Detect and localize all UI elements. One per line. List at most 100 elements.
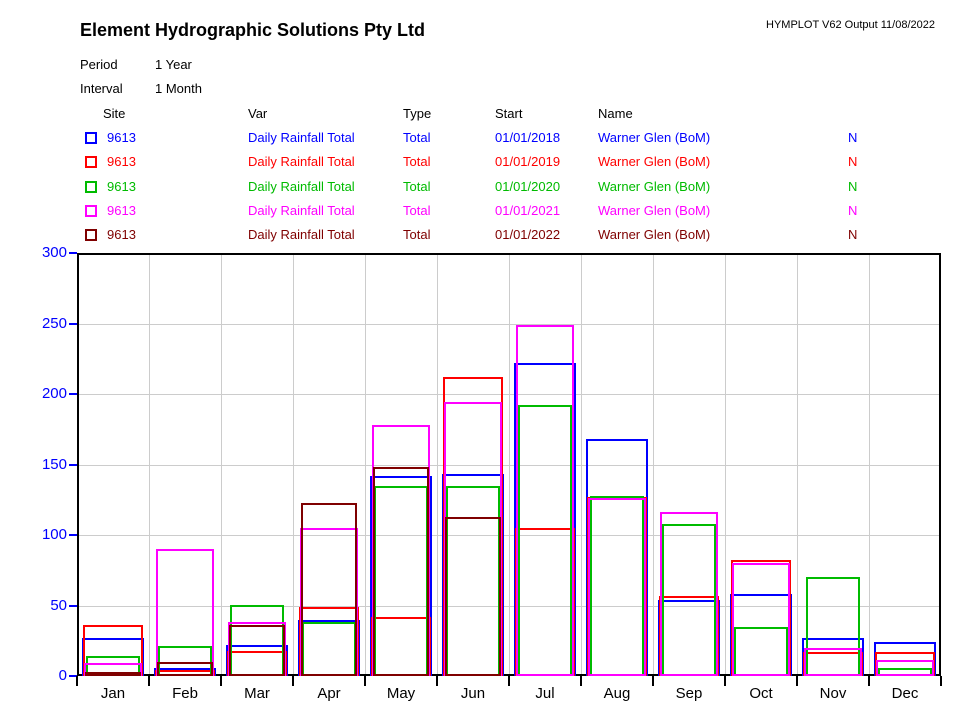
bar-2021-dec	[876, 660, 934, 676]
y-axis-label: 0	[58, 667, 67, 684]
legend-header-name: Name	[598, 106, 633, 121]
legend-start: 01/01/2020	[495, 179, 561, 194]
x-gridline	[725, 253, 726, 676]
legend-var: Daily Rainfall Total	[248, 130, 355, 145]
legend-name: Warner Glen (BoM)	[598, 227, 711, 242]
interval-value: 1 Month	[155, 81, 202, 96]
y-axis-tick	[69, 534, 77, 536]
bar-2022-mar	[229, 625, 285, 676]
legend-type: Total	[403, 227, 431, 242]
x-gridline	[869, 253, 870, 676]
bar-2021-oct	[732, 563, 790, 676]
report-meta: HYMPLOT V62 Output 11/08/2022	[766, 19, 935, 31]
legend-site: 9613	[107, 130, 136, 145]
legend-name: Warner Glen (BoM)	[598, 179, 711, 194]
x-axis-tick	[724, 676, 726, 686]
legend-var: Daily Rainfall Total	[248, 179, 355, 194]
x-axis-tick	[364, 676, 366, 686]
x-axis-label: Apr	[317, 685, 341, 702]
y-axis-label: 250	[41, 315, 67, 332]
legend-swatch	[85, 181, 97, 193]
legend-site: 9613	[107, 179, 136, 194]
legend-flag: N	[848, 179, 858, 194]
bar-2022-feb	[157, 662, 213, 676]
y-axis-tick	[69, 605, 77, 607]
x-axis-tick	[940, 676, 942, 686]
legend-swatch	[85, 205, 97, 217]
legend-start: 01/01/2018	[495, 130, 561, 145]
x-axis-tick	[868, 676, 870, 686]
x-gridline	[365, 253, 366, 676]
y-axis-label: 100	[41, 526, 67, 543]
bar-2022-may	[373, 467, 429, 676]
x-axis-label: Jun	[460, 685, 486, 702]
x-axis-tick	[508, 676, 510, 686]
y-axis-label: 50	[50, 597, 67, 614]
bar-2021-feb	[156, 549, 214, 676]
x-gridline	[581, 253, 582, 676]
x-axis-label: Feb	[172, 685, 198, 702]
x-axis-tick	[580, 676, 582, 686]
legend-type: Total	[403, 203, 431, 218]
x-axis-label: Aug	[603, 685, 631, 702]
legend-name: Warner Glen (BoM)	[598, 130, 711, 145]
y-axis-tick	[69, 323, 77, 325]
x-axis-tick	[796, 676, 798, 686]
legend-flag: N	[848, 130, 858, 145]
legend-start: 01/01/2021	[495, 203, 561, 218]
legend-flag: N	[848, 203, 858, 218]
bar-2021-nov	[804, 648, 862, 676]
legend-header-var: Var	[248, 106, 268, 121]
x-gridline	[509, 253, 510, 676]
x-gridline	[653, 253, 654, 676]
legend-var: Daily Rainfall Total	[248, 227, 355, 242]
x-axis-label: Dec	[891, 685, 919, 702]
interval-label: Interval	[80, 81, 123, 96]
y-axis-label: 300	[41, 244, 67, 261]
x-axis-label: Nov	[819, 685, 847, 702]
bar-2021-sep	[660, 512, 718, 676]
legend-flag: N	[848, 227, 858, 242]
bar-2021-jul	[516, 325, 574, 676]
legend-site: 9613	[107, 154, 136, 169]
x-axis-label: Jul	[535, 685, 555, 702]
legend-swatch	[85, 132, 97, 144]
legend-start: 01/01/2019	[495, 154, 561, 169]
y-axis-label: 150	[41, 456, 67, 473]
period-label: Period	[80, 57, 118, 72]
x-axis-tick	[292, 676, 294, 686]
x-axis-label: Mar	[244, 685, 270, 702]
legend-type: Total	[403, 130, 431, 145]
x-axis-tick	[436, 676, 438, 686]
period-value: 1 Year	[155, 57, 192, 72]
x-axis-label: Sep	[675, 685, 703, 702]
bar-2022-apr	[301, 503, 357, 676]
x-gridline	[149, 253, 150, 676]
x-gridline	[293, 253, 294, 676]
plot-area	[77, 253, 941, 676]
legend-swatch	[85, 156, 97, 168]
x-axis-label: Jan	[100, 685, 126, 702]
legend-flag: N	[848, 154, 858, 169]
legend-type: Total	[403, 154, 431, 169]
legend-header-site: Site	[103, 106, 126, 121]
bar-2022-jun	[445, 517, 501, 676]
x-gridline	[437, 253, 438, 676]
page-title: Element Hydrographic Solutions Pty Ltd	[80, 20, 426, 40]
x-axis-tick	[652, 676, 654, 686]
x-axis-tick	[148, 676, 150, 686]
x-axis-tick	[220, 676, 222, 686]
legend-var: Daily Rainfall Total	[248, 154, 355, 169]
legend-var: Daily Rainfall Total	[248, 203, 355, 218]
x-axis-tick	[76, 676, 78, 686]
y-axis-tick	[69, 464, 77, 466]
bar-2021-aug	[588, 498, 646, 676]
legend-header-type: Type	[403, 106, 432, 121]
x-axis-label: Oct	[749, 685, 773, 702]
bar-2022-jan	[85, 672, 141, 676]
legend-header-start: Start	[495, 106, 523, 121]
legend-type: Total	[403, 179, 431, 194]
legend-name: Warner Glen (BoM)	[598, 154, 711, 169]
legend-site: 9613	[107, 227, 136, 242]
